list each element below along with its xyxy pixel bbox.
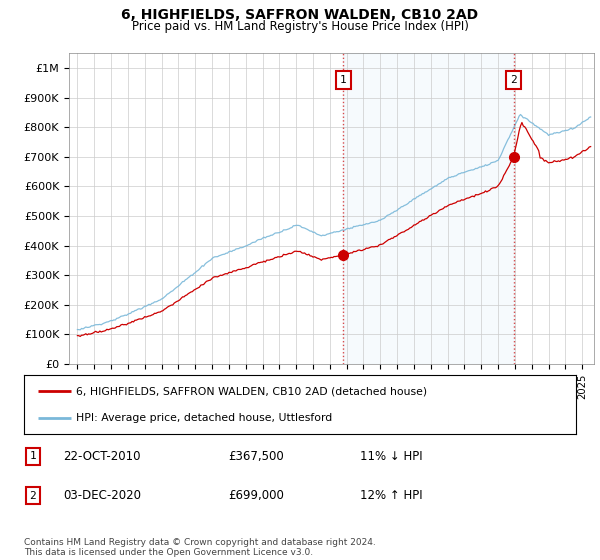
Text: Price paid vs. HM Land Registry's House Price Index (HPI): Price paid vs. HM Land Registry's House …: [131, 20, 469, 32]
Text: 1: 1: [340, 75, 347, 85]
Text: 12% ↑ HPI: 12% ↑ HPI: [360, 489, 422, 502]
Text: 2: 2: [510, 75, 517, 85]
Text: 22-OCT-2010: 22-OCT-2010: [63, 450, 140, 463]
Text: 2: 2: [29, 491, 37, 501]
Text: Contains HM Land Registry data © Crown copyright and database right 2024.
This d: Contains HM Land Registry data © Crown c…: [24, 538, 376, 557]
Text: £367,500: £367,500: [228, 450, 284, 463]
Text: 11% ↓ HPI: 11% ↓ HPI: [360, 450, 422, 463]
Bar: [343, 53, 514, 364]
Text: 6, HIGHFIELDS, SAFFRON WALDEN, CB10 2AD: 6, HIGHFIELDS, SAFFRON WALDEN, CB10 2AD: [121, 8, 479, 22]
Text: £699,000: £699,000: [228, 489, 284, 502]
Text: 03-DEC-2020: 03-DEC-2020: [63, 489, 141, 502]
Text: 6, HIGHFIELDS, SAFFRON WALDEN, CB10 2AD (detached house): 6, HIGHFIELDS, SAFFRON WALDEN, CB10 2AD …: [76, 386, 428, 396]
Text: HPI: Average price, detached house, Uttlesford: HPI: Average price, detached house, Uttl…: [76, 413, 332, 423]
Text: 1: 1: [29, 451, 37, 461]
